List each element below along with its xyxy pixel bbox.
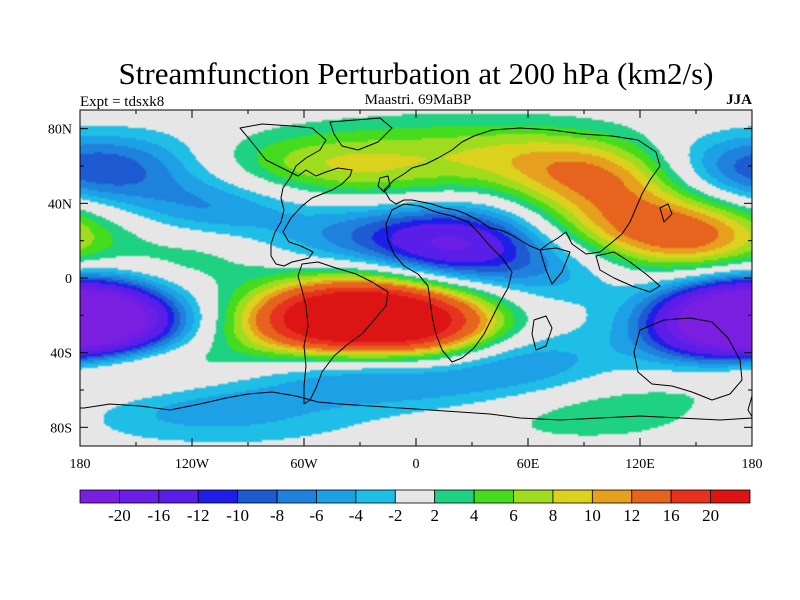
colorbar: -20 -16 -12 -10 -8 -6 -4 -2 2 4 6 8 10 12 16 20 — [79, 489, 751, 525]
colorbar-label: 2 — [430, 506, 439, 525]
colorbar-label: -6 — [309, 506, 323, 525]
colorbar-label: 6 — [509, 506, 518, 525]
colorbar-swatch — [434, 489, 475, 504]
colorbar-swatch — [670, 489, 711, 504]
coastline-japan — [659, 203, 673, 223]
x-tick-label: 180 — [742, 457, 763, 472]
coastline-australia — [633, 317, 743, 401]
coastlines — [80, 117, 752, 446]
colorbar-swatch — [710, 489, 751, 504]
y-tick-label: 40N — [48, 197, 72, 212]
colorbar-label: 20 — [702, 506, 719, 525]
colorbar-label: 8 — [549, 506, 558, 525]
colorbar-swatch — [276, 489, 317, 504]
coastline-africa — [385, 203, 513, 363]
coastline-india — [539, 247, 571, 285]
x-tick-label: 60E — [517, 457, 540, 472]
map-panel — [79, 109, 753, 447]
coastline-eurasia — [383, 127, 661, 255]
colorbar-swatch — [119, 489, 160, 504]
period-label: Maastri. 69MaBP — [365, 92, 472, 108]
season-label: JJA — [726, 92, 752, 108]
x-tick-label: 180 — [70, 457, 91, 472]
colorbar-label: 10 — [584, 506, 601, 525]
colorbar-swatch — [631, 489, 672, 504]
colorbar-swatch — [513, 489, 554, 504]
chart-title: Streamfunction Perturbation at 200 hPa (… — [119, 56, 714, 91]
coastline-greenland — [329, 117, 393, 151]
colorbar-label: 12 — [623, 506, 640, 525]
colorbar-label: -20 — [108, 506, 131, 525]
streamfunction-field — [80, 110, 752, 446]
colorbar-label: 16 — [663, 506, 680, 525]
colorbar-swatch — [237, 489, 278, 504]
x-tick-label: 60W — [290, 457, 318, 472]
coastline-uk — [377, 175, 391, 193]
coastline-madagascar — [531, 315, 553, 351]
x-tick-label: 0 — [413, 457, 420, 472]
colorbar-swatch — [355, 489, 396, 504]
coastline-north-america — [239, 123, 353, 267]
colorbar-swatch — [591, 489, 633, 504]
x-tick-label: 120E — [625, 457, 655, 472]
colorbar-swatch — [316, 489, 357, 504]
y-tick-label: 80N — [48, 123, 72, 138]
colorbar-label: 4 — [470, 506, 479, 525]
colorbar-label: -2 — [388, 506, 402, 525]
y-tick-label: 40S — [50, 347, 72, 362]
colorbar-label: -4 — [349, 506, 364, 525]
colorbar-label: -12 — [187, 506, 210, 525]
colorbar-swatch — [197, 489, 239, 504]
colorbar-label: -16 — [147, 506, 170, 525]
axes: 180 120W 60W 0 60E 120E 180 80N 40N 0 40S 80S — [48, 110, 763, 472]
colorbar-swatch — [473, 489, 514, 504]
colorbar-swatch — [79, 489, 120, 504]
colorbar-swatch — [158, 489, 199, 504]
y-tick-label: 80S — [50, 421, 72, 436]
colorbar-swatch — [394, 489, 436, 504]
coastline-southeast-asia — [595, 251, 661, 293]
coastline-south-america — [297, 261, 389, 405]
x-tick-label: 120W — [175, 457, 210, 472]
colorbar-label: -8 — [270, 506, 284, 525]
coastline-antarctica — [80, 391, 752, 446]
experiment-label: Expt = tdsxk8 — [80, 94, 164, 110]
y-tick-label: 0 — [65, 272, 72, 287]
colorbar-swatch — [552, 489, 593, 504]
colorbar-label: -10 — [226, 506, 249, 525]
coastline-new-zealand — [747, 395, 752, 418]
